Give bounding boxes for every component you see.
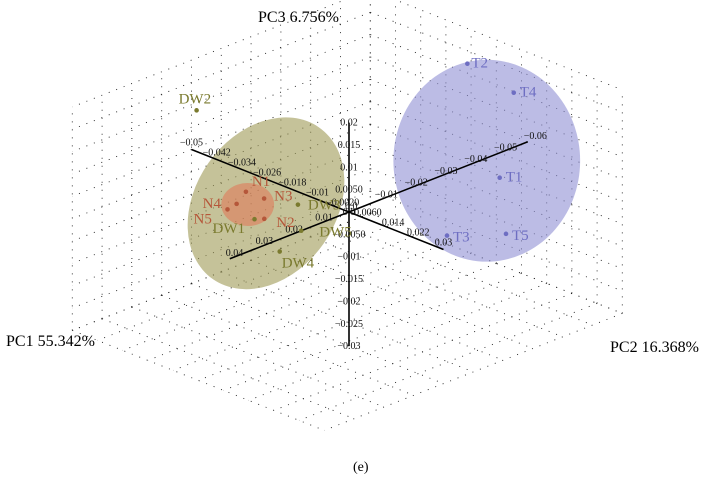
grid-line xyxy=(324,312,623,431)
point-dw4 xyxy=(277,249,283,254)
grid-line xyxy=(72,56,371,175)
pc1-tick-label: −0.05 xyxy=(494,143,517,154)
pc3-tick-label: 0.0050 xyxy=(335,185,363,196)
pc3-tick-label: −0.015 xyxy=(335,274,363,285)
point-label-n2: N2 xyxy=(276,215,294,231)
pc2-tick-label: −0.026 xyxy=(253,168,281,179)
grid-line xyxy=(248,282,547,401)
point-label-n5: N5 xyxy=(194,211,212,227)
point-n5 xyxy=(225,207,230,212)
pc3-tick-label: 0.02 xyxy=(340,118,358,129)
point-dw3 xyxy=(295,202,301,207)
point-t4 xyxy=(511,90,517,95)
point-n1 xyxy=(243,189,249,195)
figure-caption: (e) xyxy=(353,460,369,475)
grid-line xyxy=(298,302,598,421)
pc1-tick-label: −0.02 xyxy=(405,178,428,189)
pc3-axis-title: PC3 6.756% xyxy=(258,9,339,26)
point-label-t2: T2 xyxy=(471,56,488,72)
point-label-dw4: DW4 xyxy=(282,256,315,272)
point-dw2 xyxy=(194,108,199,113)
pc3-tick-label: −0.02 xyxy=(337,296,360,307)
pc1-tick-label: 0.01 xyxy=(315,213,333,224)
grid-line xyxy=(72,34,371,153)
pc1-axis-title: PC1 55.342% xyxy=(6,333,95,350)
pc2-tick-label: −0.034 xyxy=(228,158,256,169)
point-t2 xyxy=(465,61,470,66)
pc2-tick-label: −0.018 xyxy=(278,178,306,189)
pc1-tick-label: −0.06 xyxy=(524,131,547,142)
pc1-tick-label: 0.02 xyxy=(285,224,303,235)
pc1-tick-label: 0.0 xyxy=(345,201,358,212)
pc1-tick-label: −0.03 xyxy=(434,166,457,177)
pc2-tick-label: 0.0060 xyxy=(354,208,382,219)
ellipse-t xyxy=(393,59,581,262)
pc1-tick-label: −0.01 xyxy=(375,189,398,200)
pc3-tick-label: −0.01 xyxy=(337,252,360,263)
point-label-t3: T3 xyxy=(453,230,470,246)
point-label-n4: N4 xyxy=(203,196,222,212)
pc2-axis xyxy=(191,148,444,251)
pc3-tick-label: 0.0 xyxy=(343,207,356,218)
point-label-dw2: DW2 xyxy=(179,91,212,107)
point-label-dw3: DW3 xyxy=(308,198,341,214)
point-t3 xyxy=(444,233,450,238)
point-label-n3: N3 xyxy=(274,189,292,205)
point-label-dw5: DW5 xyxy=(319,225,352,241)
ellipse-n xyxy=(221,182,275,227)
point-dw1 xyxy=(252,216,257,222)
pc3-tick-label: −0.03 xyxy=(337,341,360,352)
pc3-tick-label: 0.01 xyxy=(340,162,358,173)
point-label-t5: T5 xyxy=(512,228,529,244)
point-n4 xyxy=(234,201,239,207)
pc2-tick-label: 0.03 xyxy=(435,238,453,249)
pc2-tick-label: 0.022 xyxy=(407,228,430,239)
pc2-tick-label: −0.01 xyxy=(306,188,329,199)
pc2-tick-label: −0.0020 xyxy=(326,198,359,209)
group-ellipses xyxy=(187,59,581,290)
grid-line xyxy=(147,242,447,361)
point-t1 xyxy=(497,175,503,180)
grid-line xyxy=(198,262,497,381)
pc1-tick-label: −0.04 xyxy=(464,154,487,165)
pc3-tick-label: 0.015 xyxy=(338,140,361,151)
grid-line xyxy=(223,272,522,391)
pc1-tick-label: 0.03 xyxy=(256,236,274,247)
point-t5 xyxy=(503,231,509,237)
axes xyxy=(191,122,529,347)
point-label-t4: T4 xyxy=(520,85,537,101)
pc2-tick-label: 0.014 xyxy=(382,218,405,229)
pc2-tick-label: −0.042 xyxy=(203,148,231,159)
grid-line xyxy=(72,78,371,197)
point-label-n1: N1 xyxy=(252,174,270,190)
pc1-tick-label: 0.04 xyxy=(226,248,244,259)
point-dw5 xyxy=(298,228,304,233)
tick-labels: 0.02 0.015 0.01 0.0050 0.0 −0.0050 −0.01 −0.015… xyxy=(180,118,547,353)
point-label-dw1: DW1 xyxy=(213,221,246,237)
grid-line xyxy=(122,232,421,351)
grid-line xyxy=(72,11,371,130)
grid-line xyxy=(172,252,472,371)
pc3-tick-label: −0.025 xyxy=(335,319,363,330)
point-n3 xyxy=(261,196,267,201)
grid-line xyxy=(101,318,355,420)
pc2-tick-label: −0.05 xyxy=(180,138,203,149)
pc1-axis xyxy=(229,141,529,260)
grid-line xyxy=(72,0,346,108)
pc2-axis-title: PC2 16.368% xyxy=(610,339,699,356)
pc3-tick-label: −0.0050 xyxy=(332,229,365,240)
point-n2 xyxy=(261,216,267,222)
point-label-t1: T1 xyxy=(506,170,523,186)
grid-line xyxy=(273,292,573,411)
